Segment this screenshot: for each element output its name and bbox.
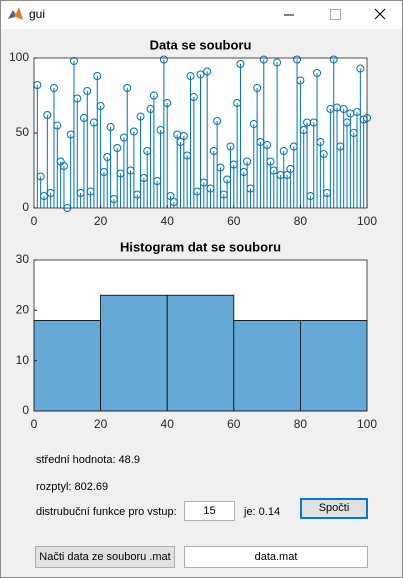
stem-marker (313, 69, 322, 77)
x-tick-label: 60 (227, 214, 241, 228)
stem-marker (279, 147, 288, 155)
stem-marker (163, 99, 172, 107)
y-tick-label: 20 (16, 303, 30, 317)
histogram-bar (100, 294, 168, 412)
window-title: gui (29, 7, 46, 21)
histogram-bar (299, 319, 368, 412)
title-bar-icons (8, 7, 386, 20)
y-tick-label: 30 (16, 252, 30, 266)
stem-marker (49, 84, 58, 92)
stem-marker (356, 64, 365, 73)
stem-marker (53, 121, 62, 130)
stem-marker (179, 132, 188, 140)
stem-marker (236, 60, 245, 68)
stem-marker (93, 72, 102, 80)
stem-marker (59, 162, 68, 170)
file-input[interactable]: data.mat (184, 546, 368, 568)
cdf-input[interactable]: 15 (184, 501, 235, 521)
stem-marker (329, 55, 338, 64)
cdf-label: distrubuční funkce pro vstup: (36, 506, 177, 518)
stem-marker (43, 111, 52, 119)
load-button[interactable]: Načti data ze souboru .mat (35, 546, 175, 568)
app-icon (8, 7, 23, 20)
stem-marker (96, 102, 105, 110)
y-tick-label: 100 (9, 50, 29, 64)
x-tick-label: 0 (31, 214, 38, 228)
x-tick-label: 0 (31, 417, 38, 431)
stem-marker (113, 144, 122, 152)
cdf-result: je: 0.14 (244, 506, 281, 518)
x-tick-label: 20 (94, 417, 108, 431)
stem-marker (216, 163, 225, 172)
y-tick-label: 50 (16, 125, 30, 139)
axes-box (33, 259, 368, 412)
stem-marker (243, 157, 252, 166)
close-button[interactable] (374, 8, 386, 20)
stem-marker (83, 87, 92, 95)
stem-marker (253, 84, 262, 92)
stem-marker (189, 93, 198, 101)
x-tick-label: 40 (161, 214, 175, 228)
x-tick-label: 20 (94, 214, 108, 228)
y-tick-label: 10 (16, 353, 30, 367)
stem-marker (166, 192, 175, 200)
histogram-bar (233, 319, 301, 412)
stem-marker (196, 70, 205, 79)
title-bar: gui (1, 1, 402, 29)
variance-label: rozptyl: 802.69 (36, 481, 109, 493)
y-tick-label: 0 (22, 200, 29, 214)
stem-marker (259, 55, 268, 64)
stem-marker (129, 127, 138, 136)
x-tick-label: 80 (294, 417, 308, 431)
x-tick-label: 60 (227, 417, 241, 431)
stem-marker (123, 84, 132, 92)
stem-marker (316, 138, 325, 146)
stem-marker (266, 157, 275, 166)
stem-marker (203, 67, 212, 76)
stem-marker (263, 141, 272, 149)
maximize-button[interactable] (330, 9, 341, 20)
x-tick-label: 100 (357, 417, 377, 431)
stem-marker (136, 112, 145, 121)
stem-marker (73, 94, 82, 103)
stem-marker (339, 105, 348, 113)
stem-marker (149, 91, 158, 100)
stem-marker (106, 123, 115, 131)
stem-marker (319, 150, 328, 158)
histogram-bar (166, 294, 235, 412)
stem-marker (213, 117, 222, 125)
stem-marker (69, 57, 78, 65)
chart-title: Data se souboru (150, 37, 252, 52)
y-tick-label: 0 (22, 403, 29, 417)
x-tick-label: 40 (161, 417, 175, 431)
compute-button[interactable]: Spočti (300, 498, 368, 519)
stem-marker (273, 58, 282, 67)
mean-label: střední hodnota: 48.9 (36, 454, 140, 466)
stem-marker (296, 76, 305, 85)
stem-marker (293, 55, 302, 64)
stem-marker (186, 72, 195, 80)
x-tick-label: 80 (294, 214, 308, 228)
stem-marker (36, 172, 45, 181)
histogram-bar (33, 319, 101, 412)
x-tick-label: 100 (357, 214, 377, 228)
chart-title: Histogram dat se souboru (120, 239, 281, 254)
stem-marker (159, 55, 168, 64)
stem-marker (226, 142, 235, 151)
